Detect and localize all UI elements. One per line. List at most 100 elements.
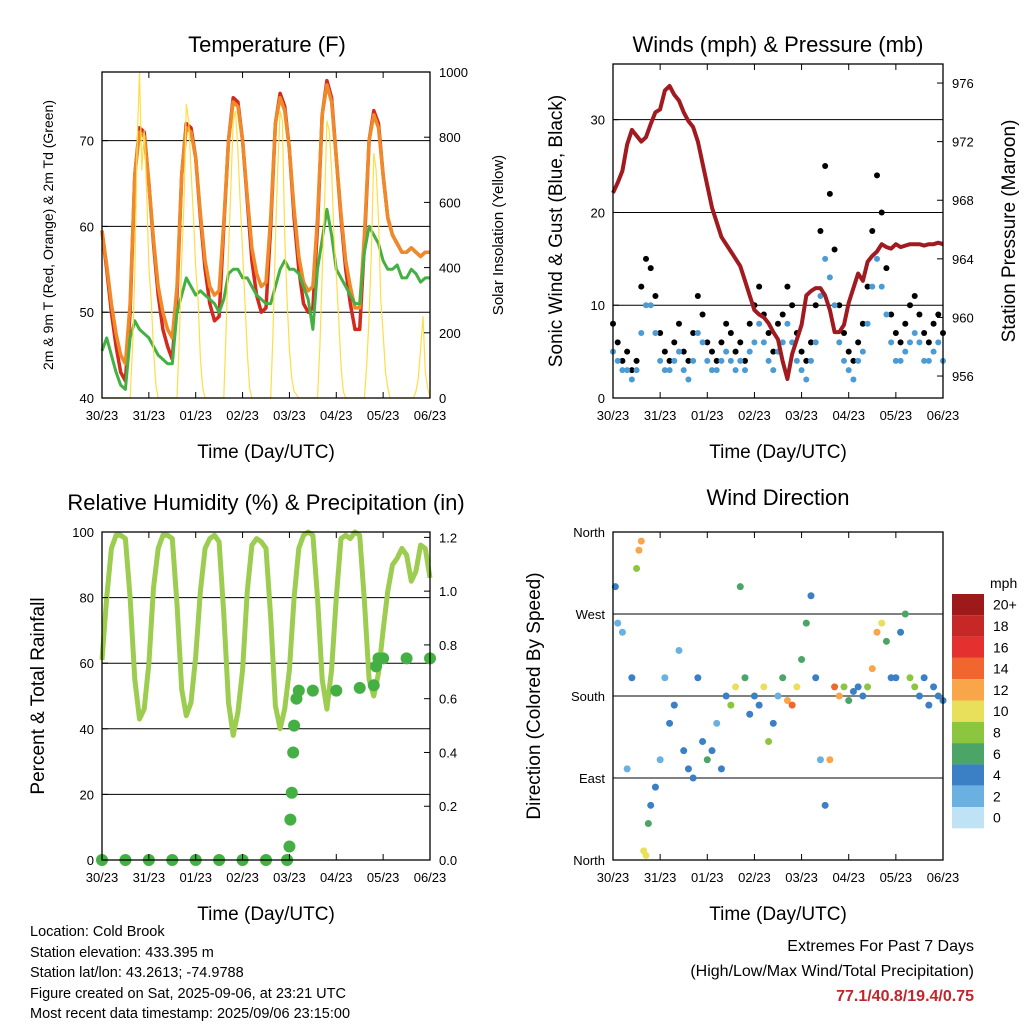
speed-legend: mph 20+ 18 16 14 12 10 8 6 4 2 0 (952, 575, 1017, 829)
series-precip-point (283, 840, 296, 853)
y2-tick-label: 0 (439, 391, 446, 406)
series-wind-point (822, 255, 829, 262)
series-wind-point (878, 283, 885, 290)
direction-point (769, 719, 777, 727)
created-text: Figure created on Sat, 2025-09-06, at 23… (30, 985, 346, 1002)
series-wind-point (746, 348, 753, 355)
direction-point (703, 756, 711, 764)
x-tick-label: 06/23 (414, 870, 447, 885)
direction-point (765, 738, 773, 746)
series-gust-point (902, 320, 909, 327)
series-wind-point (760, 339, 767, 346)
legend-label: 12 (993, 682, 1009, 698)
series-gust-point (850, 357, 857, 364)
direction-point (930, 683, 938, 691)
series-gust-point (892, 330, 899, 337)
series-gust-point (869, 228, 876, 234)
x-tick-label: 03/23 (273, 870, 306, 885)
series-gust-point (666, 357, 673, 364)
series-precip-point (288, 719, 301, 732)
series-gust-point (845, 348, 852, 355)
series-precip-point (400, 652, 413, 665)
series-gust-point (826, 190, 833, 197)
x-axis-label: Time (Day/UTC) (197, 442, 335, 463)
extremes-values: 77.1/40.8/19.4/0.75 (836, 988, 974, 1005)
series-gust-point (643, 255, 649, 262)
x-tick-label: 30/23 (86, 870, 119, 885)
direction-point (755, 701, 763, 709)
y2-tick-label: 400 (439, 261, 461, 276)
y2-tick-label: 0.0 (439, 853, 457, 868)
series-wind-point (798, 367, 805, 374)
series-wind-point (628, 376, 635, 383)
y-tick-label: 20 (591, 205, 605, 220)
x-tick-label: 06/23 (927, 870, 960, 885)
direction-point (656, 756, 664, 764)
x-tick-label: 06/23 (414, 408, 447, 423)
direction-point (633, 564, 641, 572)
series-wind-point (614, 357, 621, 364)
y-tick-label: North (573, 853, 605, 868)
y2-tick-label: 1.0 (439, 584, 457, 599)
series-group (611, 537, 947, 859)
series-wind-point (694, 330, 701, 337)
series-wind-point (676, 348, 682, 355)
x-tick-label: 02/23 (738, 870, 771, 885)
chart-title: Temperature (F) (188, 32, 346, 57)
x-tick-label: 01/23 (179, 870, 212, 885)
direction-point (717, 765, 725, 773)
series-gust-point (661, 348, 668, 355)
series-gust-point (859, 320, 866, 327)
series-gust-point (671, 339, 678, 346)
x-tick-label: 04/23 (832, 408, 865, 423)
series-gust-point (694, 292, 701, 299)
series-wind-point (619, 367, 626, 374)
plot-frame (612, 63, 944, 399)
series-gust-point (907, 302, 913, 309)
legend-label: 16 (993, 639, 1009, 655)
series-gust-point (878, 209, 885, 216)
legend-swatch (952, 764, 984, 786)
direction-point (920, 674, 928, 682)
y2-tick-label: 972 (952, 135, 974, 150)
latlon-text: Station lat/lon: 43.2613; -74.9788 (30, 965, 244, 981)
series-wind-point (935, 339, 942, 346)
series-precip-point (284, 813, 297, 826)
y-tick-label: 40 (80, 391, 94, 406)
y-tick-label: West (576, 607, 606, 622)
series-wind-point (812, 339, 819, 346)
series-wind-point (902, 348, 909, 355)
series-wind-point (911, 330, 918, 337)
series-gust-point (680, 348, 687, 355)
series-precip-point (377, 652, 390, 665)
extremes-block: Extremes For Past 7 Days (High/Low/Max W… (690, 934, 974, 1009)
y-axis-label: 2m & 9m T (Red, Orange) & 2m Td (Green) (40, 100, 56, 370)
plot-frame (101, 71, 431, 399)
direction-point (925, 701, 933, 709)
series-wind-point (624, 367, 631, 374)
series-wind-point (685, 376, 692, 383)
series-group (610, 84, 946, 383)
series-wind-point (638, 330, 645, 337)
x-tick-label: 30/23 (597, 408, 630, 423)
direction-point (840, 683, 848, 691)
series-gust-point (770, 348, 777, 355)
x-tick-label: 31/23 (644, 408, 677, 423)
series-gust-point (841, 330, 847, 337)
series-gust-point (925, 339, 932, 346)
x-tick-label: 30/23 (86, 408, 119, 423)
series-wind-point (845, 367, 852, 374)
x-tick-label: 31/23 (133, 870, 166, 885)
series-wind-point (680, 367, 687, 374)
legend-label: 20+ (993, 597, 1017, 613)
series-precip-point (353, 681, 366, 694)
series-wind-point (713, 367, 720, 374)
x-tick-label: 01/23 (691, 870, 724, 885)
series-gust-point (723, 320, 730, 327)
series-gust-point (803, 357, 810, 364)
x-tick-label: 06/23 (927, 408, 960, 423)
legend-swatch (952, 615, 984, 637)
series-gust-point (798, 348, 805, 355)
x-tick-label: 03/23 (273, 408, 306, 423)
series-gust-point (897, 339, 904, 346)
